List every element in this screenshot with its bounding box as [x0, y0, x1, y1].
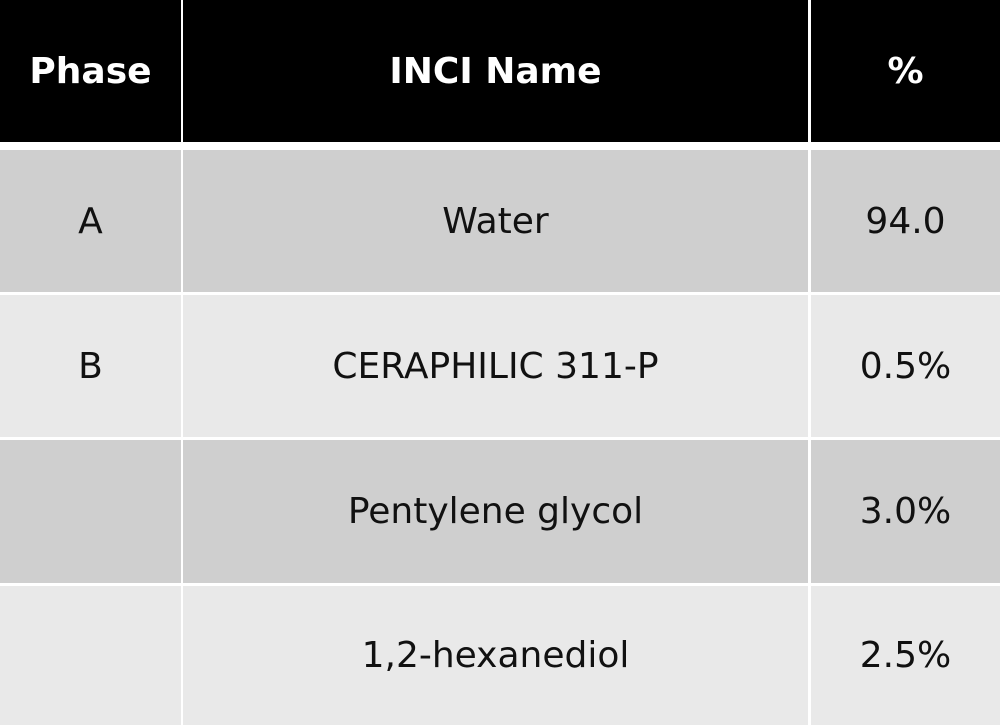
table-cell: A: [0, 150, 181, 292]
table-cell: 0.5%: [811, 295, 1000, 437]
table-cell: [0, 586, 181, 725]
table-cell: [0, 440, 181, 583]
header-cell: INCI Name: [183, 0, 808, 142]
table-cell: CERAPHILIC 311-P: [183, 295, 808, 437]
table-cell: Water: [183, 150, 808, 292]
table-cell: Pentylene glycol: [183, 440, 808, 583]
table-cell: B: [0, 295, 181, 437]
table-cell: 3.0%: [811, 440, 1000, 583]
table-cell: 2.5%: [811, 586, 1000, 725]
table-cell: 1,2-hexanediol: [183, 586, 808, 725]
table-cell: 94.0: [811, 150, 1000, 292]
header-cell: %: [811, 0, 1000, 142]
header-cell: Phase: [0, 0, 181, 142]
